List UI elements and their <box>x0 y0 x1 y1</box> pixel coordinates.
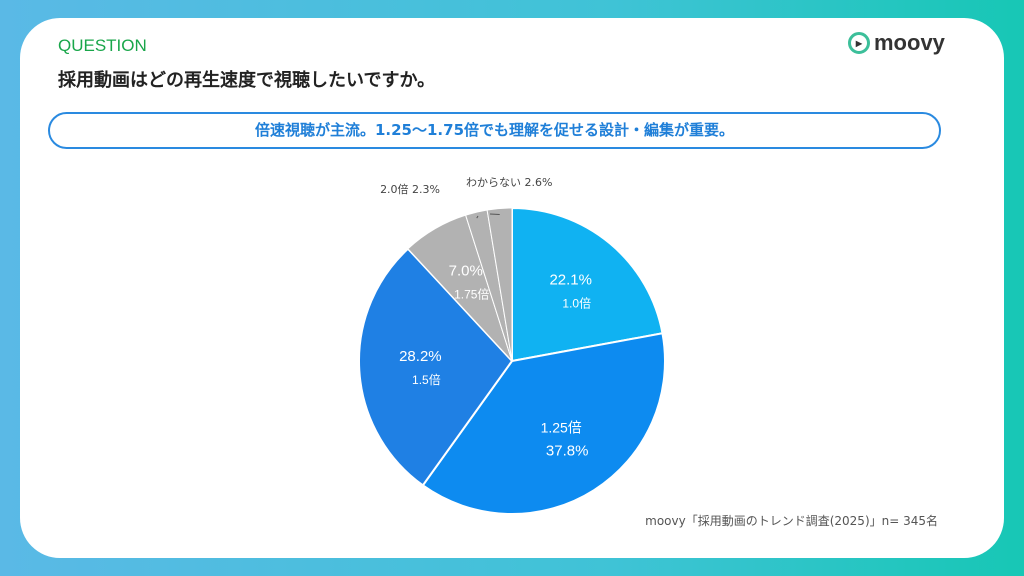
pie-slice <box>358 247 514 487</box>
source-note: moovy「採用動画のトレンド調査(2025)」n= 345名 <box>645 514 938 528</box>
slice-label: 1.25倍 <box>541 420 582 436</box>
slice-label: 1.75倍 <box>454 287 489 302</box>
pie-slice <box>511 206 664 363</box>
logo-text: moovy <box>874 30 945 55</box>
question-label: QUESTION <box>58 36 147 55</box>
leader-line <box>476 215 479 219</box>
slice-label: 28.2% <box>399 348 442 365</box>
slice-label: 37.8% <box>546 443 589 460</box>
page-title: 採用動画はどの再生速度で視聴したいですか。 <box>58 70 436 91</box>
outside-label: わからない 2.6% <box>466 176 552 189</box>
slice-label: 22.1% <box>549 271 592 288</box>
leader-line <box>489 213 500 216</box>
logo: ▶ moovy <box>848 30 945 56</box>
summary-banner: 倍速視聴が主流。1.25〜1.75倍でも理解を促せる設計・編集が重要。 <box>48 112 941 149</box>
play-icon: ▶ <box>848 32 870 54</box>
outside-label: 2.0倍 2.3% <box>380 182 440 196</box>
slice-label: 1.0倍 <box>562 295 591 310</box>
pie-slice <box>486 207 513 362</box>
slice-label: 7.0% <box>449 263 483 280</box>
slice-label: 1.5倍 <box>412 372 441 387</box>
pie-slice <box>421 332 666 515</box>
